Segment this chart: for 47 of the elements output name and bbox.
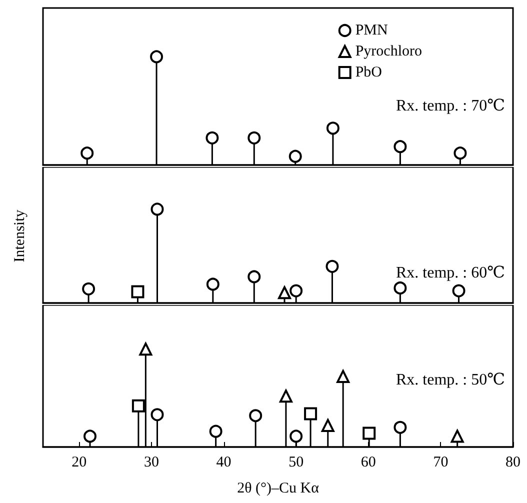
- point: [452, 284, 466, 298]
- point: [150, 202, 164, 216]
- point: [278, 286, 292, 300]
- x-tick-label: 30: [144, 454, 159, 470]
- point: [304, 407, 318, 420]
- point: [248, 131, 261, 144]
- x-tick-label: 70: [433, 454, 448, 470]
- x-tick-label: 50: [288, 454, 304, 470]
- point: [84, 430, 96, 443]
- legend-label: Pyrochloro: [355, 44, 422, 60]
- point: [288, 150, 302, 163]
- point: [290, 284, 303, 298]
- point: [362, 426, 376, 440]
- point: [150, 408, 164, 422]
- point: [206, 278, 220, 291]
- point: [206, 131, 219, 144]
- point: [290, 430, 303, 443]
- point: [80, 146, 94, 160]
- point: [279, 390, 292, 403]
- point: [336, 370, 350, 383]
- annotation: Rx. temp. : 70℃: [396, 98, 506, 114]
- point: [249, 409, 262, 422]
- annotation: Rx. temp. : 60℃: [396, 264, 506, 282]
- point: [394, 281, 407, 294]
- y-axis-title: Intensity: [12, 209, 28, 262]
- x-tick-label: 20: [72, 454, 87, 470]
- point: [248, 270, 261, 284]
- x-tick-label: 40: [216, 454, 232, 470]
- point: [394, 140, 407, 154]
- point: [454, 146, 467, 160]
- point: [82, 282, 96, 296]
- legend-label: PMN: [355, 22, 388, 38]
- point: [139, 342, 152, 356]
- point: [321, 418, 334, 432]
- x-axis-title: 2θ (°)–Cu Kα: [237, 480, 320, 496]
- legend-label: PbO: [355, 64, 382, 80]
- point: [326, 260, 339, 273]
- point: [209, 424, 222, 438]
- point: [394, 420, 407, 434]
- annotation: Rx. temp. : 50℃: [396, 372, 506, 388]
- x-tick-label: 80: [506, 454, 520, 470]
- x-tick-label: 60: [360, 454, 376, 470]
- point: [450, 430, 464, 443]
- point: [150, 50, 164, 64]
- point: [132, 399, 145, 412]
- point: [131, 285, 144, 298]
- point: [326, 122, 340, 135]
